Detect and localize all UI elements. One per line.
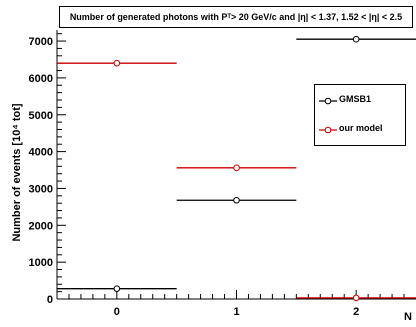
y-tick-label: 1000 [29, 257, 53, 269]
x-tick-label: 2 [353, 306, 359, 318]
y-tick-label: 6000 [29, 73, 53, 85]
legend: GMSB1 our model [314, 84, 406, 146]
y-tick-label: 7000 [29, 36, 53, 48]
chart-title-prefix: Number of generated photons with P [69, 12, 228, 22]
series-1-point [233, 164, 240, 172]
series-0-point [113, 285, 121, 292]
y-tick-label: 2000 [29, 220, 53, 232]
y-tick-label: 5000 [29, 110, 53, 122]
legend-marker-our-model [319, 126, 337, 134]
legend-marker-gmsb1 [319, 97, 337, 105]
chart-title-subscript: T [227, 14, 231, 20]
x-axis-label: N [404, 311, 412, 322]
legend-label-gmsb1: GMSB1 [339, 94, 372, 104]
y-tick-label: 0 [47, 294, 53, 306]
legend-entry-gmsb1: GMSB1 [315, 93, 405, 109]
series-1-point [113, 59, 121, 67]
chart-title-suffix: > 20 GeV/c and |η| < 1.37, 1.52 < |η| < … [231, 12, 403, 22]
y-tick-label: 4000 [29, 147, 53, 159]
series-1-point [352, 294, 360, 302]
x-tick-label: 0 [114, 306, 120, 318]
y-tick-label: 3000 [29, 183, 53, 195]
series-0-point [233, 196, 240, 204]
y-axis-label: Number of events [10⁴ tot] [11, 103, 23, 241]
legend-entry-our-model: our model [315, 122, 405, 138]
legend-label-our-model: our model [339, 123, 383, 133]
series-0-point [352, 35, 360, 43]
x-tick-label: 1 [233, 306, 239, 318]
